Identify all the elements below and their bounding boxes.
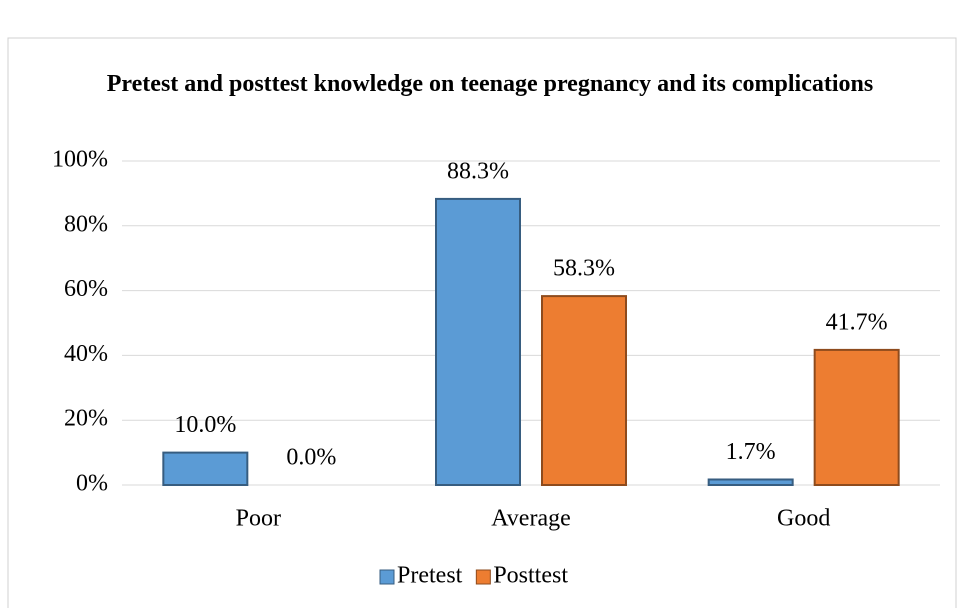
value-label: 41.7% — [826, 309, 888, 335]
y-tick-label: 0% — [76, 471, 108, 497]
y-tick-label: 20% — [64, 406, 108, 432]
legend-label: Posttest — [493, 563, 568, 589]
value-label: 0.0% — [286, 445, 336, 471]
value-label: 58.3% — [553, 256, 615, 282]
x-tick-label: Poor — [236, 506, 281, 532]
page: 0% 20% 40% 60% 80% 100% Poor 10.0% 0.0% Average 88… — [0, 0, 958, 608]
bar — [436, 199, 520, 485]
y-tick-label: 40% — [64, 341, 108, 367]
chart-title: Pretest and posttest knowledge on teenag… — [100, 70, 880, 98]
value-label: 1.7% — [726, 439, 776, 465]
bar — [163, 453, 247, 485]
legend-swatch — [380, 570, 394, 584]
value-label: 88.3% — [447, 158, 509, 184]
legend-label: Pretest — [397, 563, 463, 589]
x-tick-label: Good — [777, 506, 830, 532]
x-tick-label: Average — [491, 506, 571, 532]
y-tick-label: 80% — [64, 211, 108, 237]
bar — [815, 350, 899, 485]
bar — [542, 296, 626, 485]
legend-swatch — [476, 570, 490, 584]
y-tick-label: 100% — [52, 147, 108, 173]
bar — [709, 479, 793, 485]
value-label: 10.0% — [174, 412, 236, 438]
y-tick-label: 60% — [64, 276, 108, 302]
